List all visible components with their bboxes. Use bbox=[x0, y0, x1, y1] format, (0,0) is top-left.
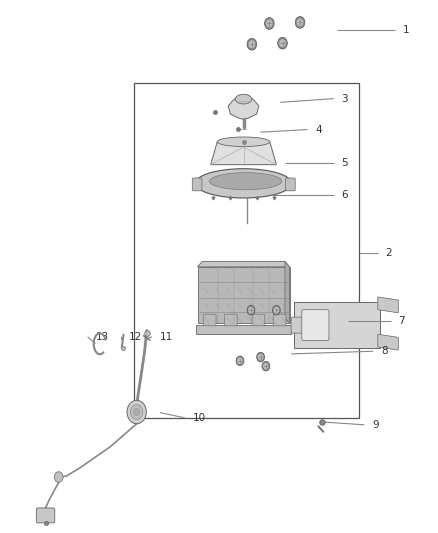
FancyBboxPatch shape bbox=[225, 314, 237, 326]
Circle shape bbox=[272, 305, 280, 315]
Circle shape bbox=[247, 38, 257, 50]
FancyBboxPatch shape bbox=[273, 314, 286, 326]
Circle shape bbox=[297, 19, 303, 26]
FancyBboxPatch shape bbox=[192, 178, 202, 191]
Ellipse shape bbox=[235, 94, 252, 104]
Circle shape bbox=[280, 40, 285, 46]
Polygon shape bbox=[198, 267, 290, 323]
FancyBboxPatch shape bbox=[302, 310, 329, 341]
Circle shape bbox=[134, 408, 140, 416]
Polygon shape bbox=[378, 297, 398, 313]
Circle shape bbox=[249, 41, 254, 47]
Circle shape bbox=[236, 356, 244, 366]
Text: 11: 11 bbox=[160, 332, 173, 342]
Circle shape bbox=[247, 305, 255, 315]
Circle shape bbox=[262, 361, 270, 371]
Circle shape bbox=[274, 308, 279, 313]
Ellipse shape bbox=[195, 168, 292, 198]
Circle shape bbox=[264, 364, 268, 369]
Circle shape bbox=[54, 472, 63, 482]
Circle shape bbox=[267, 20, 272, 27]
Text: 2: 2 bbox=[385, 248, 392, 258]
Text: 7: 7 bbox=[399, 316, 405, 326]
Circle shape bbox=[257, 352, 265, 362]
Text: 8: 8 bbox=[381, 346, 388, 356]
Circle shape bbox=[295, 17, 305, 28]
Text: 13: 13 bbox=[95, 332, 109, 342]
Circle shape bbox=[127, 400, 146, 424]
Circle shape bbox=[265, 18, 274, 29]
Circle shape bbox=[258, 354, 263, 360]
Text: 12: 12 bbox=[129, 332, 142, 342]
FancyBboxPatch shape bbox=[286, 178, 295, 191]
Text: 9: 9 bbox=[372, 420, 379, 430]
Bar bbox=[134, 83, 359, 418]
Text: 5: 5 bbox=[342, 158, 348, 167]
Text: 4: 4 bbox=[315, 125, 322, 134]
Circle shape bbox=[238, 358, 242, 364]
Polygon shape bbox=[228, 95, 259, 119]
Circle shape bbox=[131, 405, 143, 419]
Text: 1: 1 bbox=[403, 25, 410, 35]
FancyBboxPatch shape bbox=[291, 317, 305, 333]
Circle shape bbox=[249, 308, 253, 313]
Polygon shape bbox=[196, 325, 291, 334]
Text: 6: 6 bbox=[342, 190, 348, 200]
Polygon shape bbox=[211, 142, 276, 165]
Polygon shape bbox=[378, 334, 398, 350]
FancyBboxPatch shape bbox=[203, 314, 216, 326]
FancyBboxPatch shape bbox=[36, 508, 55, 523]
Ellipse shape bbox=[217, 137, 270, 147]
Text: 10: 10 bbox=[193, 413, 206, 423]
Polygon shape bbox=[198, 261, 290, 267]
FancyBboxPatch shape bbox=[252, 314, 265, 326]
Polygon shape bbox=[294, 303, 379, 348]
Ellipse shape bbox=[210, 173, 282, 190]
Polygon shape bbox=[285, 261, 290, 323]
Text: 3: 3 bbox=[342, 94, 348, 103]
Circle shape bbox=[278, 37, 287, 49]
